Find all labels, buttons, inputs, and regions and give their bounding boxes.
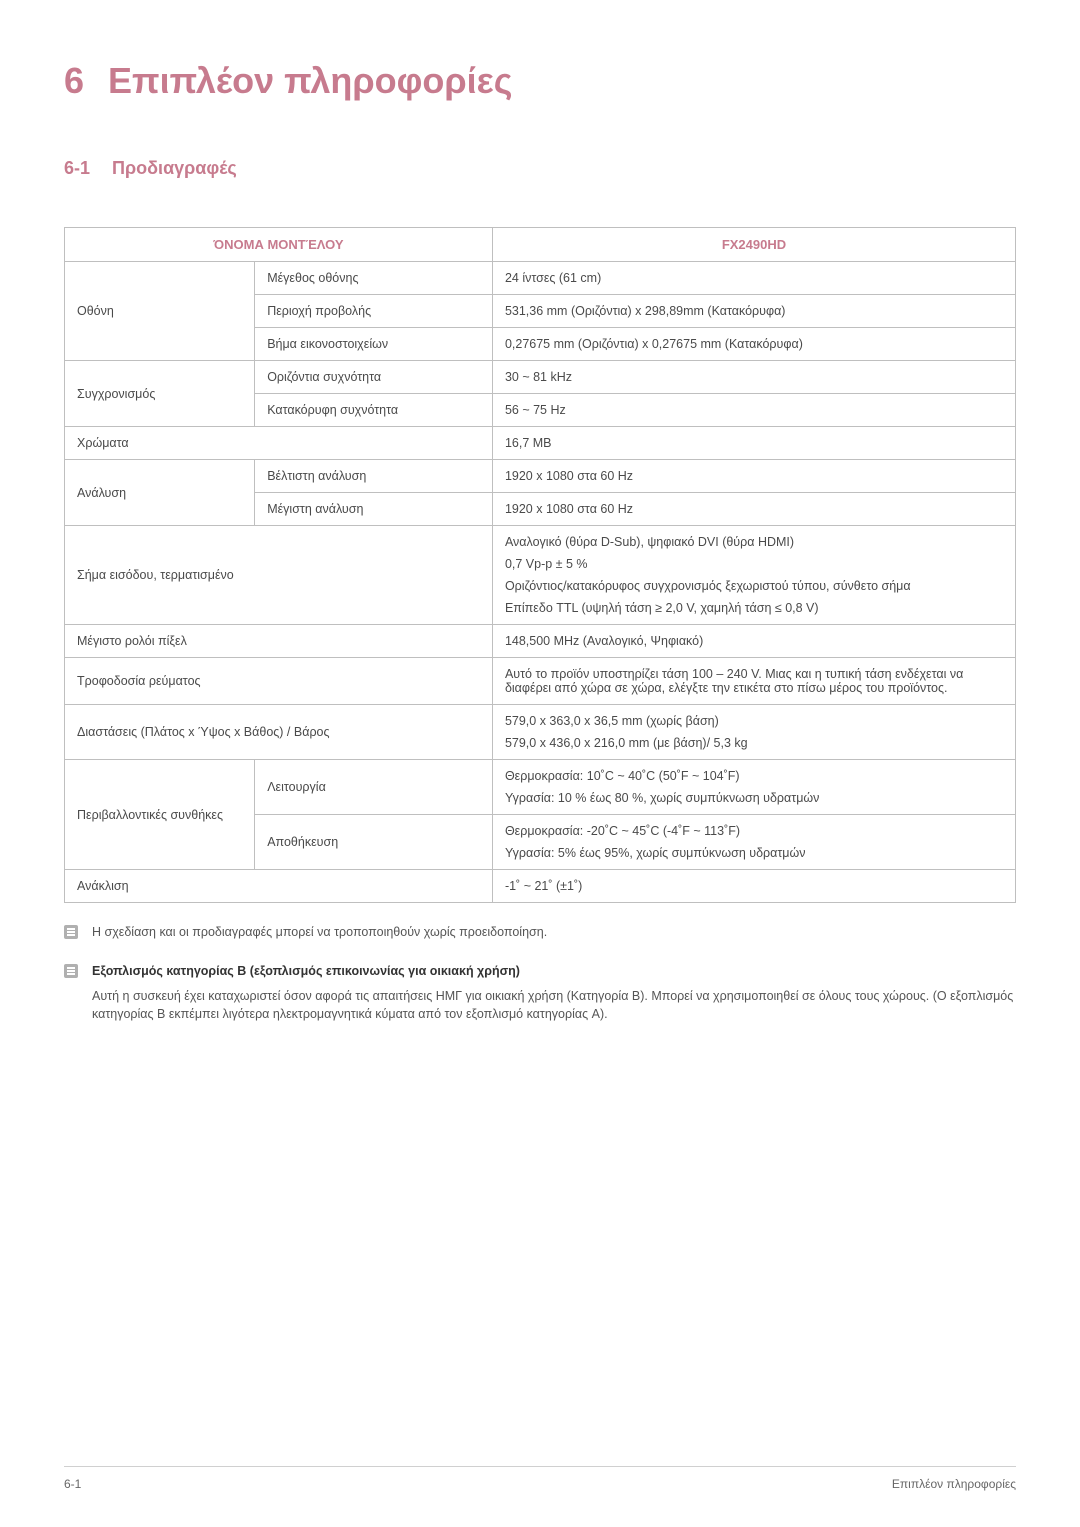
page-footer: 6-1 Επιπλέον πληροφορίες [64,1466,1016,1491]
note-2-body: Αυτή η συσκευή έχει καταχωριστεί όσον αφ… [92,987,1016,1025]
row-env-st-label: Αποθήκευση [255,815,493,870]
row-pixel-clock-label: Μέγιστο ρολόι πίξελ [65,625,493,658]
row-power-value: Αυτό το προϊόν υποστηρίζει τάση 100 – 24… [492,658,1015,705]
row-sync-label: Συγχρονισμός [65,361,255,427]
env-op-line-1: Θερμοκρασία: 10˚C ~ 40˚C (50˚F ~ 104˚F) [505,769,1003,783]
row-dimensions-label: Διαστάσεις (Πλάτος x Ύψος x Βάθος) / Βάρ… [65,705,493,760]
row-vfreq-value: 56 ~ 75 Hz [492,394,1015,427]
note-1-text: Η σχεδίαση και οι προδιαγραφές μπορεί να… [92,923,1016,942]
env-st-line-2: Υγρασία: 5% έως 95%, χωρίς συμπύκνωση υδ… [505,846,1003,860]
row-display-pitch-value: 0,27675 mm (Οριζόντια) x 0,27675 mm (Κατ… [492,328,1015,361]
chapter-heading: 6 Επιπλέον πληροφορίες [64,60,1016,102]
row-env-op-value: Θερμοκρασία: 10˚C ~ 40˚C (50˚F ~ 104˚F) … [492,760,1015,815]
row-env-label: Περιβαλλοντικές συνθήκες [65,760,255,870]
signal-line-2: 0,7 Vp-p ± 5 % [505,557,1003,571]
row-dimensions-value: 579,0 x 363,0 x 36,5 mm (χωρίς βάση) 579… [492,705,1015,760]
footer-right: Επιπλέον πληροφορίες [892,1477,1016,1491]
note-1: Η σχεδίαση και οι προδιαγραφές μπορεί να… [64,923,1016,942]
env-st-line-1: Θερμοκρασία: -20˚C ~ 45˚C (-4˚F ~ 113˚F) [505,824,1003,838]
env-op-line-2: Υγρασία: 10 % έως 80 %, χωρίς συμπύκνωση… [505,791,1003,805]
row-max-res-value: 1920 x 1080 στα 60 Hz [492,493,1015,526]
row-power-label: Τροφοδοσία ρεύματος [65,658,493,705]
row-tilt-label: Ανάκλιση [65,870,493,903]
chapter-title: Επιπλέον πληροφορίες [108,60,512,102]
table-header-model-name: ΌΝΟΜΑ ΜΟΝΤΈΛΟΥ [65,228,493,262]
note-2-title: Εξοπλισμός κατηγορίας B (εξοπλισμός επικ… [92,962,1016,981]
row-pixel-clock-value: 148,500 MHz (Αναλογικό, Ψηφιακό) [492,625,1015,658]
row-display-area-label: Περιοχή προβολής [255,295,493,328]
row-display-label: Οθόνη [65,262,255,361]
note-2: Εξοπλισμός κατηγορίας B (εξοπλισμός επικ… [64,962,1016,1024]
row-display-size-value: 24 ίντσες (61 cm) [492,262,1015,295]
specifications-table: ΌΝΟΜΑ ΜΟΝΤΈΛΟΥ FX2490HD Οθόνη Μέγεθος οθ… [64,227,1016,903]
row-env-st-value: Θερμοκρασία: -20˚C ~ 45˚C (-4˚F ~ 113˚F)… [492,815,1015,870]
note-icon [64,925,78,939]
table-header-model-value: FX2490HD [492,228,1015,262]
signal-line-1: Αναλογικό (θύρα D-Sub), ψηφιακό DVI (θύρ… [505,535,1003,549]
note-icon [64,964,78,978]
signal-line-3: Οριζόντιος/κατακόρυφος συγχρονισμός ξεχω… [505,579,1003,593]
row-env-op-label: Λειτουργία [255,760,493,815]
section-title: Προδιαγραφές [112,158,237,179]
row-display-size-label: Μέγεθος οθόνης [255,262,493,295]
row-hfreq-value: 30 ~ 81 kHz [492,361,1015,394]
dim-line-1: 579,0 x 363,0 x 36,5 mm (χωρίς βάση) [505,714,1003,728]
row-signal-label: Σήμα εισόδου, τερματισμένο [65,526,493,625]
row-vfreq-label: Κατακόρυφη συχνότητα [255,394,493,427]
row-best-res-value: 1920 x 1080 στα 60 Hz [492,460,1015,493]
row-resolution-label: Ανάλυση [65,460,255,526]
row-max-res-label: Μέγιστη ανάλυση [255,493,493,526]
section-number: 6-1 [64,158,90,179]
footer-left: 6-1 [64,1477,81,1491]
section-heading: 6-1 Προδιαγραφές [64,158,1016,179]
row-best-res-label: Βέλτιστη ανάλυση [255,460,493,493]
dim-line-2: 579,0 x 436,0 x 216,0 mm (με βάση)/ 5,3 … [505,736,1003,750]
row-hfreq-label: Οριζόντια συχνότητα [255,361,493,394]
signal-line-4: Επίπεδο TTL (υψηλή τάση ≥ 2,0 V, χαμηλή … [505,601,1003,615]
row-tilt-value: -1˚ ~ 21˚ (±1˚) [492,870,1015,903]
row-display-area-value: 531,36 mm (Οριζόντια) x 298,89mm (Κατακό… [492,295,1015,328]
row-colors-label: Χρώματα [65,427,493,460]
row-colors-value: 16,7 MB [492,427,1015,460]
row-display-pitch-label: Βήμα εικονοστοιχείων [255,328,493,361]
chapter-number: 6 [64,60,84,102]
row-signal-value: Αναλογικό (θύρα D-Sub), ψηφιακό DVI (θύρ… [492,526,1015,625]
